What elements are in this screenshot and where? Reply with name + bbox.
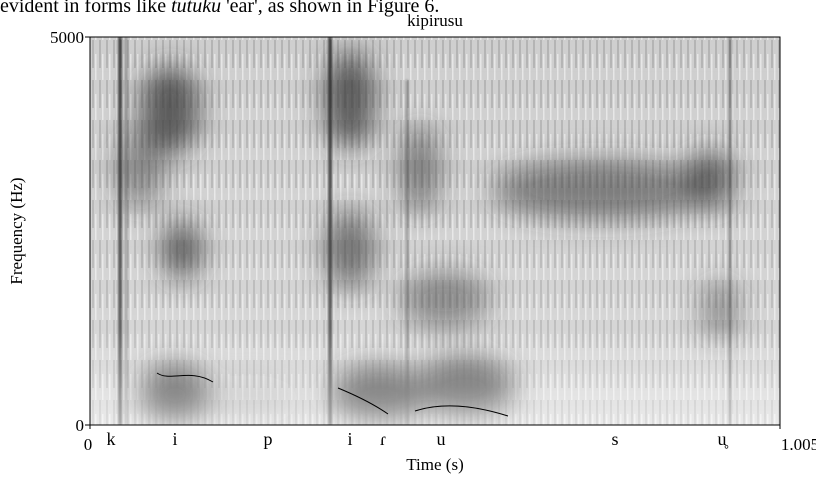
segment-label: u̥ xyxy=(718,429,729,449)
segment-label: i xyxy=(347,429,352,449)
x-axis-label: Time (s) xyxy=(406,455,463,474)
x-tick-label: 0 xyxy=(84,435,93,454)
text-word: tutuku xyxy=(171,0,221,17)
spectrogram xyxy=(90,37,780,425)
text-before: evident in forms like xyxy=(0,0,166,17)
segment-label: k xyxy=(107,429,116,449)
segment-label: s xyxy=(611,429,618,449)
segment-label: u xyxy=(437,429,446,449)
y-tick-label: 0 xyxy=(76,416,85,435)
y-axis-label: Frequency (Hz) xyxy=(7,177,26,284)
text-after: 'ear', as shown in Figure 6. xyxy=(226,0,439,17)
figure-title: kipirusu xyxy=(407,11,463,30)
segment-label: p xyxy=(264,429,273,449)
x-tick-label: 1.005 xyxy=(781,435,816,454)
segment-label: i xyxy=(172,429,177,449)
y-tick-label: 5000 xyxy=(50,28,84,47)
plot-frame xyxy=(89,36,781,426)
segment-label: ɾ xyxy=(380,429,386,449)
body-text: evident in forms like tutuku 'ear', as s… xyxy=(0,0,439,17)
